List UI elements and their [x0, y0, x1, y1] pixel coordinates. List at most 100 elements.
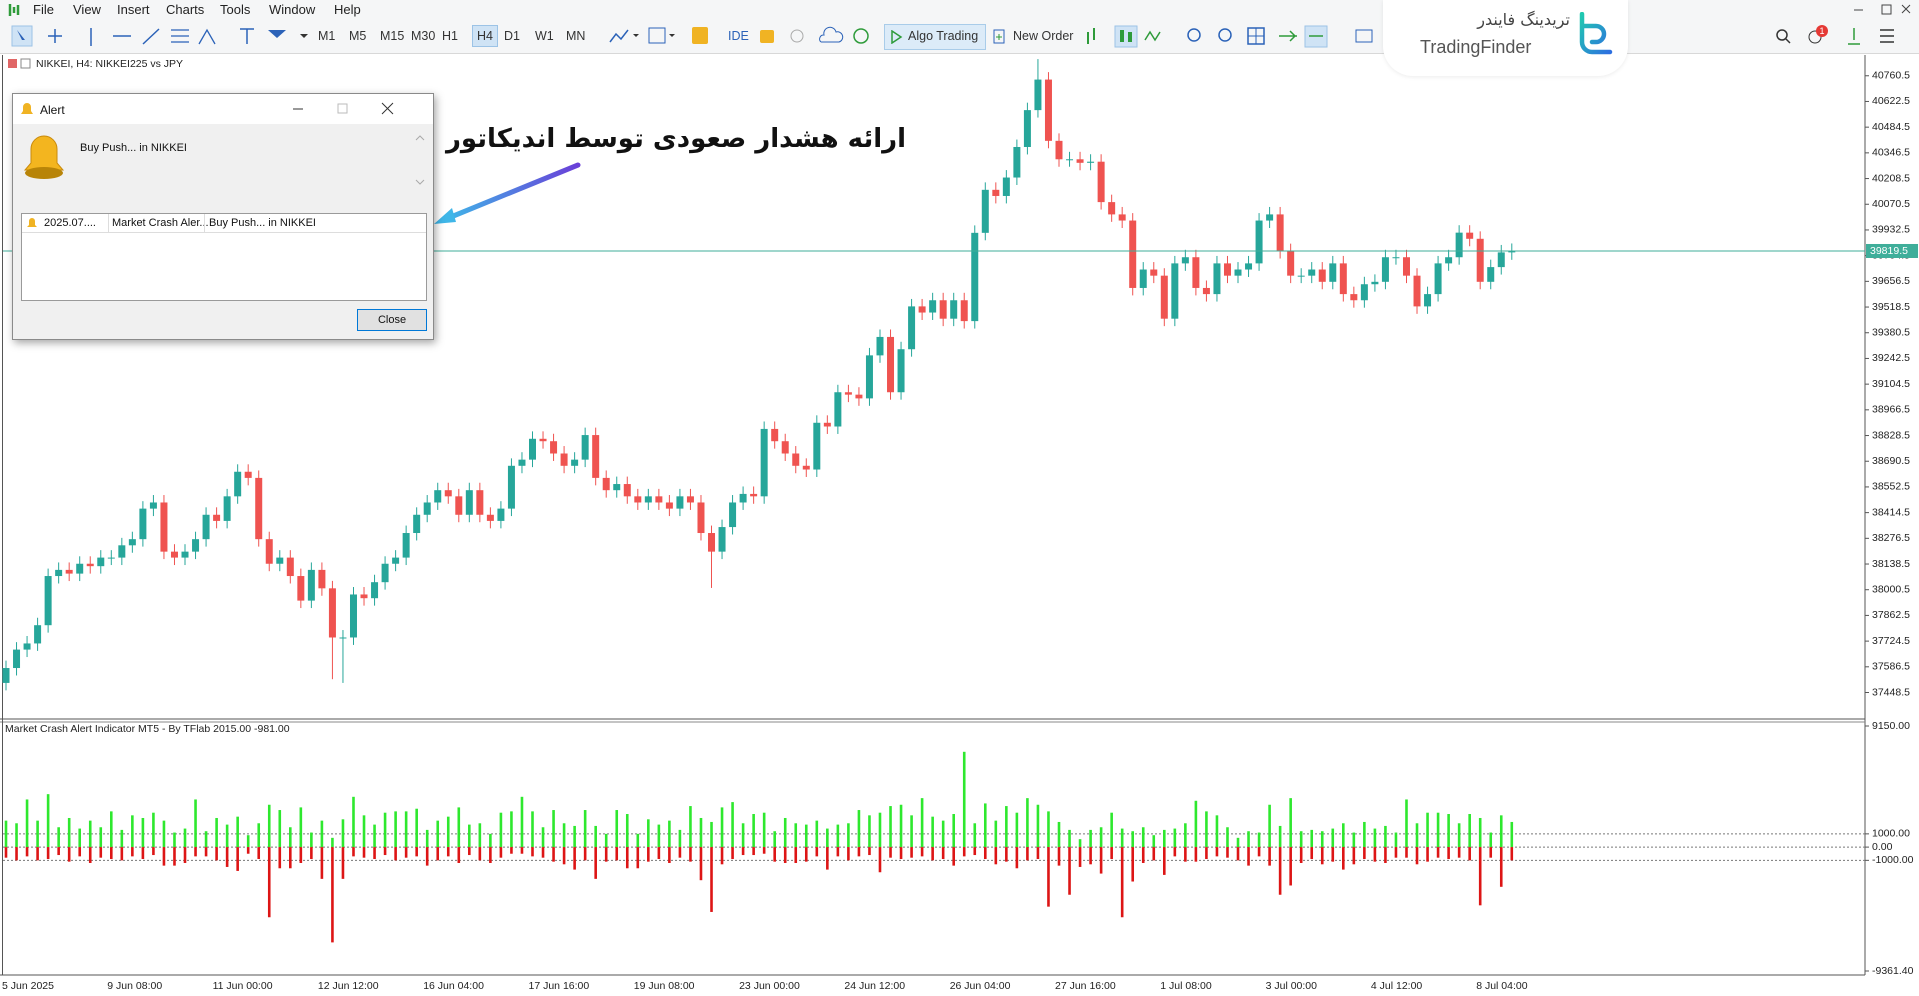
histogram-bar [320, 847, 324, 879]
restore[interactable] [1881, 4, 1892, 15]
timeframe-button[interactable]: M15 [380, 29, 405, 43]
histogram-bar [1120, 828, 1124, 848]
cloud-icon[interactable] [819, 26, 844, 43]
close-button[interactable]: Close [357, 309, 427, 331]
candle-body [392, 557, 400, 564]
line-icon[interactable] [1144, 30, 1161, 42]
histogram-bar [1026, 798, 1029, 848]
screenshot-icon[interactable] [1355, 29, 1373, 43]
histogram-bar [615, 847, 619, 861]
text-tool[interactable] [240, 28, 254, 44]
lock-icon[interactable] [760, 30, 774, 43]
y-tick-label: 1000.00 [1872, 828, 1910, 840]
timeframe-button[interactable]: W1 [535, 29, 554, 43]
candle-body [992, 189, 1000, 196]
histogram-bar [15, 823, 18, 848]
indicators-tool[interactable] [609, 29, 629, 43]
candle-body [1318, 269, 1326, 282]
message-scrollbar [415, 135, 425, 185]
histogram-bar [994, 820, 998, 848]
histogram-bar [868, 847, 871, 856]
chat-icon[interactable] [1808, 30, 1822, 44]
histogram-bar [67, 817, 71, 848]
menu-item[interactable]: Window [269, 2, 316, 17]
histogram-bar [1089, 847, 1092, 865]
shapes-tool[interactable] [198, 28, 216, 45]
annotation: ارائه هشدار صعودی توسط اندیکاتور [445, 124, 906, 154]
vps-icon[interactable] [853, 28, 869, 44]
toolbar-icons [1087, 25, 1373, 48]
badge-count: 1 [1819, 26, 1824, 36]
candle-body [560, 453, 568, 466]
histogram-bar [1363, 821, 1366, 848]
y-tick-label: 9150.00 [1872, 720, 1910, 732]
objects-tool[interactable] [268, 30, 286, 38]
templates-tool[interactable] [648, 27, 666, 44]
new-order-button[interactable]: New Order [1013, 29, 1074, 43]
bars-icon[interactable] [1087, 28, 1095, 44]
candle-body [1087, 161, 1095, 163]
histogram-bar [57, 847, 60, 856]
fibo-tool[interactable] [171, 29, 189, 43]
candle-body [1339, 263, 1347, 295]
algo-trading-button[interactable]: Algo Trading [884, 24, 986, 50]
menu-icon[interactable] [1880, 29, 1894, 43]
menu-item[interactable]: Insert [117, 2, 150, 17]
menu-item[interactable]: Charts [166, 2, 205, 17]
menu-item[interactable]: Help [334, 2, 361, 17]
histogram-bar [962, 751, 966, 848]
symbol-icon [20, 58, 31, 69]
menu-item[interactable]: File [33, 2, 54, 17]
histogram-bar [1131, 847, 1135, 882]
alert-close[interactable] [381, 102, 394, 115]
autoscroll-icon[interactable] [1279, 30, 1297, 42]
histogram-bar [162, 847, 166, 866]
timeframe-button[interactable]: H1 [442, 29, 458, 43]
menu-item[interactable]: Tools [220, 2, 251, 17]
histogram-bar [362, 815, 366, 848]
signals-icon[interactable] [1848, 28, 1860, 45]
timeframe-button[interactable]: H4 [472, 25, 498, 47]
menu-item[interactable]: View [73, 2, 101, 17]
timeframe-button[interactable]: M5 [349, 29, 367, 43]
histogram-bar [1363, 847, 1366, 860]
zoom-out[interactable] [1218, 28, 1232, 42]
timeframe-button[interactable]: M30 [411, 29, 436, 43]
cursor-tool[interactable] [11, 25, 33, 47]
histogram-bar [1057, 821, 1061, 848]
candle-body [1097, 161, 1105, 203]
histogram-bar [120, 847, 124, 861]
zoom-in[interactable] [1187, 28, 1201, 42]
candle-body [1392, 257, 1400, 259]
close[interactable] [1901, 4, 1911, 14]
candles-icon[interactable] [1114, 25, 1138, 48]
app-icon [8, 4, 20, 16]
histogram-bar [910, 815, 913, 848]
histogram-bar [1289, 847, 1292, 886]
timeframe-button[interactable]: M1 [318, 29, 336, 43]
alert-row[interactable]: 2025.07.... Market Crash Aler... Buy Pus… [22, 214, 426, 233]
histogram-bar [457, 847, 461, 863]
histogram-bar [815, 847, 819, 857]
histogram-bar [836, 824, 840, 848]
histogram-bar [1173, 828, 1177, 848]
candle-body [1129, 220, 1137, 288]
signal-icon[interactable] [790, 29, 804, 43]
x-tick-label: 8 Jul 04:00 [1476, 980, 1528, 992]
candle-body [1234, 269, 1242, 276]
signals-tool[interactable] [692, 27, 708, 44]
ide-button[interactable]: IDE [728, 29, 749, 43]
timeframe-button[interactable]: MN [566, 29, 586, 43]
candle-body [518, 459, 526, 466]
search-icon[interactable] [1776, 29, 1788, 41]
histogram-bar [773, 831, 776, 848]
toolbar-icons [11, 25, 308, 47]
dropdown[interactable] [300, 34, 308, 38]
histogram-bar [310, 847, 313, 860]
histogram-bar [1268, 804, 1271, 848]
histogram-bar [647, 847, 650, 862]
trend-tool[interactable] [142, 28, 160, 45]
crosshair-tool[interactable] [48, 29, 62, 43]
histogram-bar [941, 847, 945, 860]
timeframe-button[interactable]: D1 [504, 29, 520, 43]
